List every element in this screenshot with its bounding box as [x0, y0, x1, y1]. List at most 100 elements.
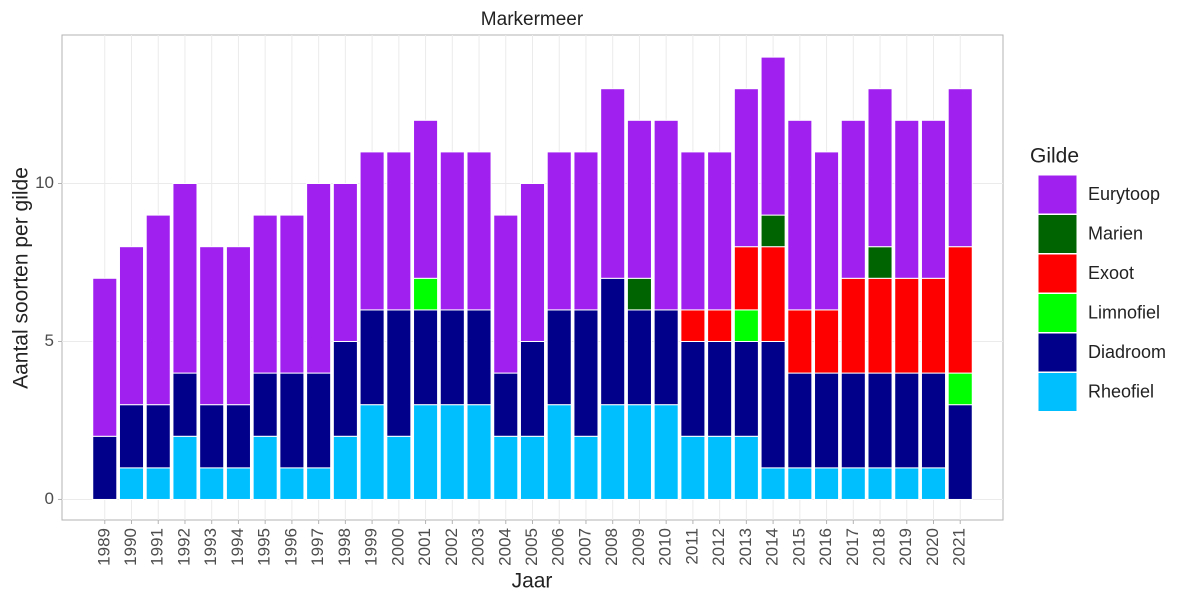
bar-segment	[573, 435, 599, 500]
bar-segment	[787, 372, 813, 469]
x-tick-label: 2016	[816, 528, 835, 566]
y-axis-label: Aantal soorten per gilde	[10, 167, 33, 389]
x-tick-label: 2002	[442, 528, 461, 566]
legend-swatch	[1037, 253, 1078, 294]
bar-segment	[814, 467, 840, 500]
bar-segment	[867, 372, 893, 469]
bar-segment	[573, 151, 599, 311]
chart-title: Markermeer	[481, 9, 584, 30]
legend-label: Limnofiel	[1088, 302, 1160, 322]
bar-segment	[493, 372, 519, 437]
legend-title: Gilde	[1030, 145, 1079, 168]
bar-segment	[252, 435, 278, 500]
bar-segment	[787, 119, 813, 311]
bar-segment	[760, 340, 786, 469]
bar-segment	[707, 340, 733, 437]
x-tick-label: 2021	[950, 528, 969, 566]
x-tick-label: 2003	[469, 528, 488, 566]
bar-segment	[840, 467, 866, 500]
bar-segment	[894, 467, 920, 500]
x-tick-label: 1991	[148, 528, 167, 566]
x-tick-label: 2014	[763, 528, 782, 566]
bar-segment	[707, 151, 733, 311]
legend-swatch	[1037, 372, 1078, 412]
bar-segment	[172, 372, 198, 437]
bar-segment	[680, 340, 706, 437]
bar-segment	[279, 372, 305, 469]
x-tick-label: 1995	[255, 528, 274, 566]
bar-segment	[279, 467, 305, 500]
bar-segment	[707, 309, 733, 342]
legend-swatch	[1037, 293, 1078, 333]
bar-segment	[600, 277, 626, 406]
bar-segment	[680, 435, 706, 500]
bar-segment	[493, 435, 519, 500]
x-tick-label: 2018	[870, 528, 889, 566]
legend-swatch	[1037, 174, 1078, 215]
bar-segment	[306, 372, 332, 469]
bar-segment	[546, 151, 572, 311]
bar-segment	[332, 340, 358, 437]
bar-segment	[439, 404, 465, 500]
bar-segment	[413, 404, 439, 500]
legend-label: Marien	[1088, 223, 1143, 243]
x-tick-label: 2020	[923, 528, 942, 566]
bar-segment	[413, 119, 439, 279]
x-tick-label: 1997	[308, 528, 327, 566]
bar-segment	[920, 372, 947, 469]
bar-segment	[814, 151, 840, 311]
bar-segment	[386, 151, 412, 311]
x-tick-label: 1990	[121, 528, 140, 566]
bar-segment	[145, 467, 171, 500]
y-tick-label: 5	[45, 331, 54, 350]
bar-segment	[199, 404, 225, 469]
x-tick-label: 1994	[228, 528, 247, 566]
bar-segment	[733, 435, 759, 500]
legend-swatch	[1037, 332, 1078, 373]
bar-segment	[573, 309, 599, 437]
bar-segment	[760, 467, 786, 500]
x-tick-label: 2017	[843, 528, 862, 566]
y-tick-label: 0	[45, 489, 54, 508]
bar-segment	[145, 214, 171, 406]
bar-segment	[653, 119, 679, 311]
bar-segment	[466, 151, 492, 311]
bar-segment	[199, 246, 225, 406]
bar-segment	[413, 309, 439, 406]
legend-label: Rheofiel	[1088, 381, 1154, 401]
bar-segment	[840, 119, 866, 279]
bar-segment	[680, 151, 706, 311]
x-tick-label: 2000	[388, 528, 407, 566]
bar-segment	[787, 467, 813, 500]
bar-segment	[225, 404, 251, 469]
bar-segment	[626, 404, 652, 500]
bar-segment	[814, 309, 840, 374]
bar-segment	[653, 309, 679, 406]
bar-segment	[894, 372, 920, 469]
bar-segment	[760, 56, 786, 216]
bar-segment	[867, 277, 893, 374]
x-tick-label: 1999	[362, 528, 381, 566]
legend-label: Eurytoop	[1088, 184, 1160, 204]
bar-segment	[733, 88, 759, 248]
bar-segment	[760, 246, 786, 342]
bar-segment	[920, 277, 947, 374]
bar-segment	[947, 404, 973, 500]
bar-segment	[466, 309, 492, 406]
bar-segment	[279, 214, 305, 374]
bar-segment	[92, 277, 118, 437]
bar-segment	[118, 467, 145, 500]
x-tick-label: 2008	[602, 528, 621, 566]
x-tick-label: 2001	[415, 528, 434, 566]
legend-swatch	[1037, 214, 1078, 254]
bar-segment	[413, 277, 439, 311]
bar-segment	[332, 183, 358, 342]
x-tick-label: 2005	[522, 528, 541, 566]
bar-segment	[920, 119, 947, 279]
bar-segment	[199, 467, 225, 500]
bar-segment	[546, 404, 572, 500]
x-tick-label: 2010	[656, 528, 675, 566]
x-tick-label: 2019	[896, 528, 915, 566]
bar-segment	[359, 309, 385, 406]
x-tick-label: 1992	[174, 528, 193, 566]
